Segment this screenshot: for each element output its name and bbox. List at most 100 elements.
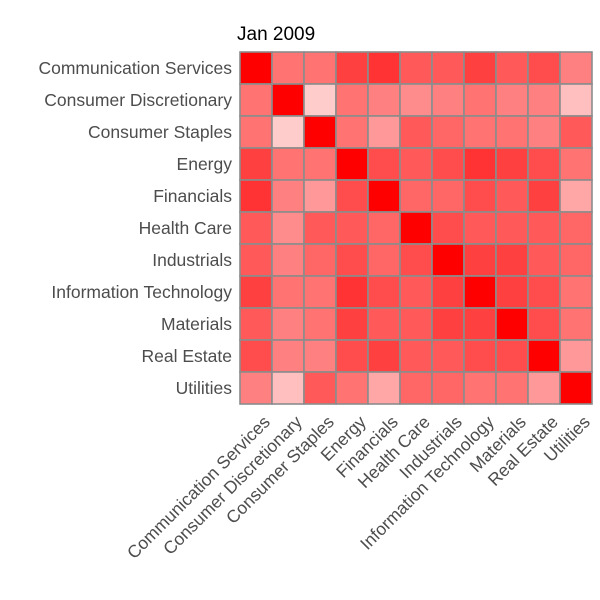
heatmap-cell-r8-c3 [335, 307, 369, 341]
heatmap-cell-r6-c4 [367, 243, 401, 277]
heatmap-cell-r1-c8 [495, 83, 529, 117]
heatmap-cell-r2-c4 [367, 115, 401, 149]
heatmap-cell-r1-c0 [239, 83, 273, 117]
heatmap-cell-r3-c10 [559, 147, 593, 181]
heatmap-cell-r10-c5 [399, 371, 433, 405]
heatmap-cell-r1-c3 [335, 83, 369, 117]
y-tick-label: Information Technology [51, 282, 232, 302]
heatmap-cell-r1-c1 [271, 83, 305, 117]
heatmap-cell-r3-c6 [431, 147, 465, 181]
heatmap-cell-r7-c9 [527, 275, 561, 309]
heatmap-cell-r4-c1 [271, 179, 305, 213]
heatmap-cell-r9-c9 [527, 339, 561, 373]
heatmap-cell-r6-c2 [303, 243, 337, 277]
heatmap-cell-r3-c5 [399, 147, 433, 181]
heatmap-cell-r8-c8 [495, 307, 529, 341]
heatmap-cell-r3-c8 [495, 147, 529, 181]
heatmap-cell-r9-c2 [303, 339, 337, 373]
heatmap-cell-r1-c5 [399, 83, 433, 117]
heatmap-cell-r8-c9 [527, 307, 561, 341]
heatmap-cell-r8-c10 [559, 307, 593, 341]
heatmap-cell-r2-c2 [303, 115, 337, 149]
heatmap-cell-r1-c2 [303, 83, 337, 117]
heatmap-cell-r10-c7 [463, 371, 497, 405]
heatmap-cell-r7-c2 [303, 275, 337, 309]
heatmap-cell-r0-c5 [399, 51, 433, 85]
heatmap-cell-r5-c7 [463, 211, 497, 245]
x-tick-label: Consumer Discretionary [159, 412, 306, 559]
heatmap-cell-r6-c7 [463, 243, 497, 277]
heatmap-cell-r2-c8 [495, 115, 529, 149]
heatmap-cell-r5-c10 [559, 211, 593, 245]
heatmap-cell-r8-c5 [399, 307, 433, 341]
heatmap-cell-r8-c6 [431, 307, 465, 341]
heatmap-cell-r9-c3 [335, 339, 369, 373]
heatmap-cell-r1-c6 [431, 83, 465, 117]
heatmap-cell-r7-c10 [559, 275, 593, 309]
heatmap-cell-r9-c1 [271, 339, 305, 373]
heatmap-cell-r5-c3 [335, 211, 369, 245]
heatmap-cell-r10-c3 [335, 371, 369, 405]
heatmap-cell-r6-c3 [335, 243, 369, 277]
heatmap-cell-r4-c10 [559, 179, 593, 213]
heatmap-cells [239, 51, 593, 405]
y-tick-label: Financials [153, 186, 232, 206]
heatmap-cell-r4-c9 [527, 179, 561, 213]
heatmap-cell-r2-c1 [271, 115, 305, 149]
heatmap-cell-r8-c1 [271, 307, 305, 341]
y-tick-label: Materials [161, 314, 232, 334]
heatmap-cell-r5-c6 [431, 211, 465, 245]
heatmap-cell-r8-c7 [463, 307, 497, 341]
heatmap-cell-r0-c8 [495, 51, 529, 85]
y-tick-label: Utilities [176, 378, 233, 398]
heatmap-cell-r7-c5 [399, 275, 433, 309]
heatmap-cell-r2-c3 [335, 115, 369, 149]
heatmap-cell-r0-c0 [239, 51, 273, 85]
heatmap-cell-r4-c5 [399, 179, 433, 213]
y-tick-label: Real Estate [142, 346, 232, 366]
heatmap-cell-r5-c1 [271, 211, 305, 245]
heatmap-cell-r2-c7 [463, 115, 497, 149]
heatmap-cell-r7-c0 [239, 275, 273, 309]
heatmap-cell-r10-c1 [271, 371, 305, 405]
heatmap-cell-r4-c3 [335, 179, 369, 213]
heatmap-cell-r10-c8 [495, 371, 529, 405]
heatmap-cell-r10-c9 [527, 371, 561, 405]
heatmap-cell-r2-c10 [559, 115, 593, 149]
heatmap-cell-r9-c8 [495, 339, 529, 373]
heatmap-cell-r10-c0 [239, 371, 273, 405]
heatmap-cell-r6-c0 [239, 243, 273, 277]
heatmap-cell-r0-c4 [367, 51, 401, 85]
y-tick-label: Consumer Discretionary [44, 90, 232, 110]
heatmap-cell-r4-c2 [303, 179, 337, 213]
heatmap-cell-r4-c7 [463, 179, 497, 213]
heatmap-cell-r7-c7 [463, 275, 497, 309]
heatmap-cell-r4-c8 [495, 179, 529, 213]
heatmap-cell-r5-c9 [527, 211, 561, 245]
y-tick-label: Energy [177, 154, 233, 174]
heatmap-cell-r2-c5 [399, 115, 433, 149]
heatmap-cell-r4-c0 [239, 179, 273, 213]
heatmap-cell-r3-c3 [335, 147, 369, 181]
heatmap-cell-r0-c10 [559, 51, 593, 85]
heatmap-cell-r6-c9 [527, 243, 561, 277]
heatmap-cell-r1-c10 [559, 83, 593, 117]
heatmap-cell-r0-c1 [271, 51, 305, 85]
heatmap-cell-r3-c2 [303, 147, 337, 181]
heatmap-cell-r6-c5 [399, 243, 433, 277]
heatmap-cell-r6-c1 [271, 243, 305, 277]
y-tick-label: Industrials [152, 250, 232, 270]
heatmap-cell-r5-c5 [399, 211, 433, 245]
heatmap-cell-r1-c4 [367, 83, 401, 117]
heatmap-cell-r6-c10 [559, 243, 593, 277]
heatmap-cell-r9-c4 [367, 339, 401, 373]
heatmap-cell-r3-c9 [527, 147, 561, 181]
heatmap-cell-r9-c10 [559, 339, 593, 373]
heatmap-cell-r6-c8 [495, 243, 529, 277]
heatmap-cell-r5-c8 [495, 211, 529, 245]
heatmap-cell-r8-c0 [239, 307, 273, 341]
heatmap-cell-r7-c6 [431, 275, 465, 309]
heatmap-cell-r5-c4 [367, 211, 401, 245]
